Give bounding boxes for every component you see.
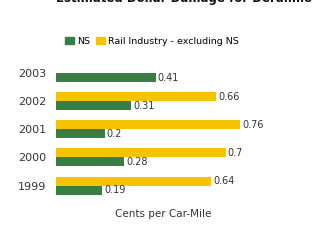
Text: 0.76: 0.76 [242, 120, 264, 130]
Text: 0.28: 0.28 [126, 157, 147, 167]
Bar [56, 92, 216, 101]
Text: 0.31: 0.31 [133, 101, 155, 111]
Legend: NS, Rail Industry - excluding NS: NS, Rail Industry - excluding NS [61, 33, 243, 49]
Bar [56, 158, 124, 166]
X-axis label: Cents per Car-Mile: Cents per Car-Mile [115, 209, 211, 219]
Bar [56, 73, 156, 82]
Bar [56, 129, 105, 138]
Text: 0.2: 0.2 [107, 129, 122, 139]
Text: Estimated Dollar Damage for Derailment: Estimated Dollar Damage for Derailment [56, 0, 313, 5]
Bar [56, 101, 131, 110]
Text: 0.66: 0.66 [218, 92, 239, 102]
Text: 0.41: 0.41 [157, 73, 179, 83]
Text: 0.19: 0.19 [104, 185, 126, 195]
Bar [56, 177, 211, 185]
Text: 0.64: 0.64 [213, 176, 234, 186]
Text: 0.7: 0.7 [228, 148, 243, 158]
Bar [56, 148, 226, 158]
Bar [56, 185, 102, 195]
Bar [56, 120, 240, 129]
